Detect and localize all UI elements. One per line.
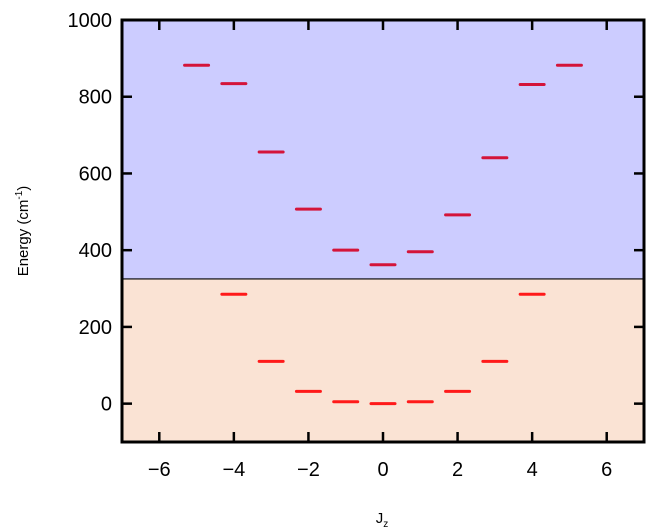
x-axis-label-subscript: z bbox=[383, 519, 388, 529]
x-tick-label-1: −4 bbox=[222, 459, 245, 481]
x-tick-label-6: 6 bbox=[601, 459, 612, 481]
y-tick-label-0: 0 bbox=[101, 394, 112, 416]
x-axis-label: Jz bbox=[376, 510, 389, 529]
y-tick-label-2: 400 bbox=[79, 240, 112, 262]
y-axis-label-main: Energy (cm bbox=[15, 200, 32, 277]
y-tick-labels: 0 200 400 600 800 1000 bbox=[68, 10, 113, 416]
y-axis-label: Energy (cm-1) bbox=[14, 186, 32, 277]
x-tick-label-5: 4 bbox=[527, 459, 538, 481]
y-axis-label-superscript: -1 bbox=[14, 190, 25, 199]
y-tick-label-1: 200 bbox=[79, 317, 112, 339]
x-axis-label-main: J bbox=[376, 510, 384, 527]
energy-levels bbox=[183, 63, 583, 406]
y-tick-label-5: 1000 bbox=[68, 10, 113, 32]
y-axis-label-end: ) bbox=[15, 186, 32, 191]
axis-ticks bbox=[122, 18, 644, 442]
y-tick-label-3: 600 bbox=[79, 163, 112, 185]
y-tick-label-4: 800 bbox=[79, 87, 112, 109]
region-upper bbox=[122, 20, 644, 279]
x-tick-label-3: 0 bbox=[377, 459, 388, 481]
x-tick-label-2: −2 bbox=[297, 459, 320, 481]
x-tick-label-0: −6 bbox=[148, 459, 171, 481]
region-lower bbox=[122, 278, 644, 442]
x-tick-labels: −6 −4 −2 0 2 4 6 bbox=[148, 459, 612, 481]
x-tick-label-4: 2 bbox=[452, 459, 463, 481]
background-regions bbox=[122, 20, 644, 442]
